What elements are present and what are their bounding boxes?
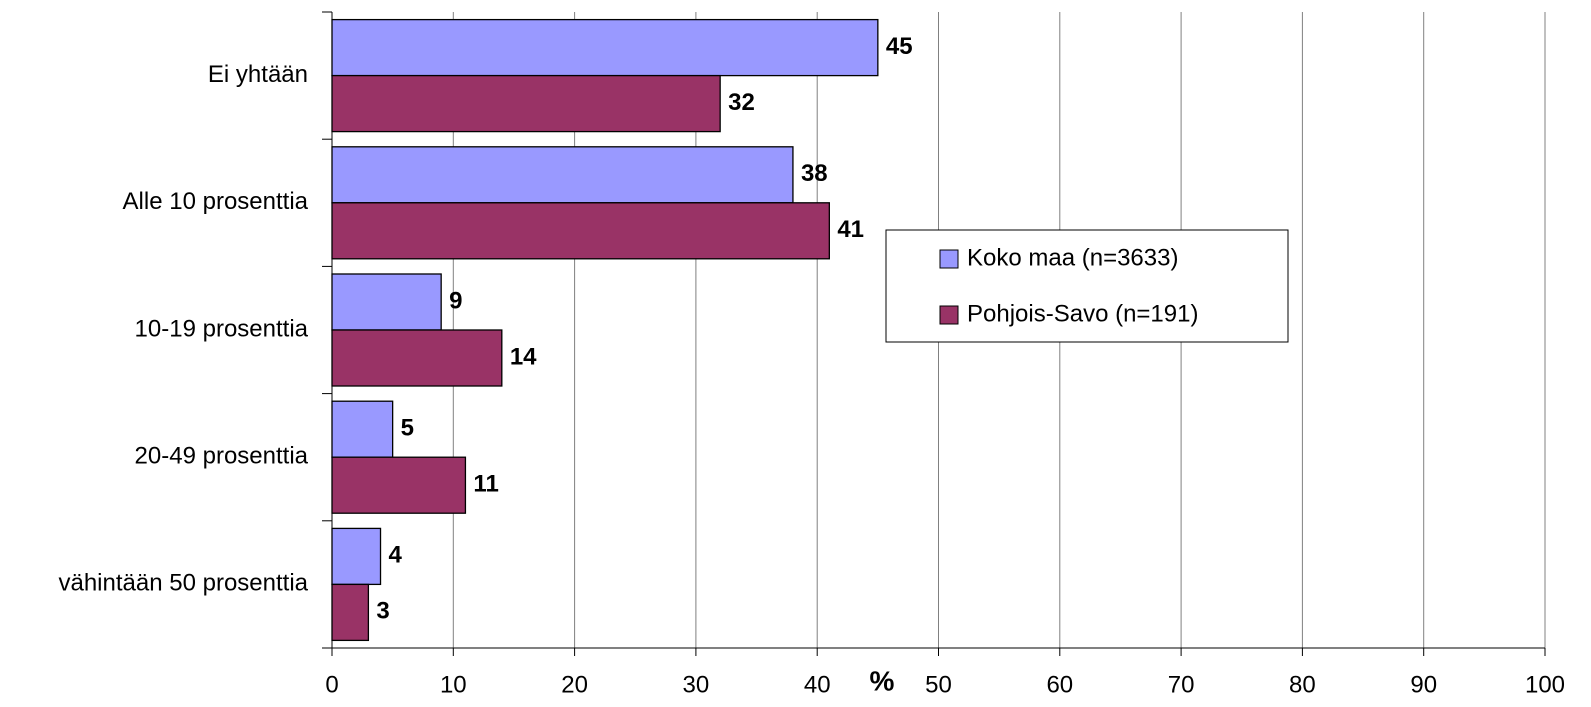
legend-swatch: [939, 305, 959, 325]
bar: [331, 329, 503, 387]
bar: [331, 18, 879, 77]
x-tick-label: 60: [1046, 671, 1073, 698]
value-label: 38: [801, 160, 828, 187]
y-tick-label: 20-49 prosenttia: [135, 443, 309, 470]
x-tick-label: 0: [325, 671, 338, 698]
x-tick-label: 30: [683, 671, 710, 698]
x-tick-label: 20: [561, 671, 588, 698]
legend: Koko maa (n=3633) Pohjois-Savo (n=191): [885, 229, 1289, 343]
value-label: 14: [510, 343, 537, 370]
y-tick-label: 10-19 prosenttia: [135, 315, 309, 342]
x-tick-label: 70: [1168, 671, 1195, 698]
value-label: 4: [389, 542, 403, 569]
value-label: 9: [449, 287, 462, 314]
bar: [331, 146, 794, 204]
x-tick-label: 50: [925, 671, 952, 698]
x-tick-label: 100: [1525, 671, 1565, 698]
value-label: 3: [376, 598, 389, 625]
bar: [331, 456, 467, 514]
x-tick-label: 40: [804, 671, 831, 698]
legend-swatch: [939, 249, 959, 269]
value-label: 11: [473, 471, 498, 498]
bar: [331, 273, 442, 331]
x-tick-label: 10: [440, 671, 467, 698]
y-tick-label: Alle 10 prosenttia: [123, 188, 309, 215]
bar: [331, 400, 394, 458]
value-label: 45: [886, 33, 913, 60]
legend-label: Pohjois-Savo (n=191): [967, 300, 1198, 327]
x-tick-label: 80: [1289, 671, 1316, 698]
y-tick-label: Ei yhtään: [208, 61, 308, 88]
bar: [331, 202, 830, 260]
y-tick-label: vähintään 50 prosenttia: [58, 570, 308, 597]
value-label: 5: [401, 415, 414, 442]
value-label: 32: [728, 89, 755, 116]
value-label: 41: [837, 216, 864, 243]
x-axis-label: %: [870, 665, 895, 696]
bar: [331, 74, 721, 133]
x-tick-label: 90: [1410, 671, 1437, 698]
bar: [331, 583, 370, 642]
legend-label: Koko maa (n=3633): [967, 244, 1178, 271]
bar: [331, 527, 382, 586]
